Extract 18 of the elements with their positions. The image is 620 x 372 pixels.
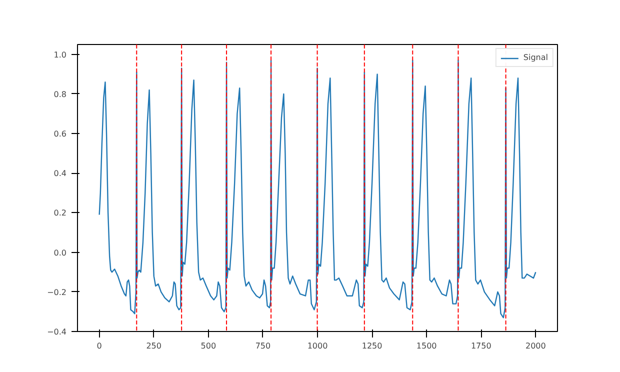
x-tick-label: 1750	[470, 342, 492, 350]
y-tick-label: 0.2	[54, 208, 67, 218]
y-tick-label: −0.4	[47, 328, 67, 336]
y-tick-label: 1.0	[54, 50, 67, 60]
y-tick-label: 0.6	[54, 130, 67, 139]
x-tick-label: 250	[146, 342, 162, 350]
x-tick-label: 500	[200, 342, 216, 350]
y-tick-label: 0.8	[54, 90, 67, 99]
y-tick-label: 0.0	[54, 248, 67, 258]
x-tick-label: 1500	[416, 342, 437, 350]
y-tick-label: 0.4	[54, 169, 67, 178]
x-tick-label: 1000	[307, 342, 328, 350]
x-tick-label: 2000	[526, 342, 546, 350]
x-tick-label: 1250	[362, 342, 382, 350]
y-tick-label: −0.2	[47, 288, 67, 297]
x-tick-label: 0	[96, 342, 102, 350]
x-tick-label: 750	[255, 342, 271, 350]
legend-label: Signal	[523, 53, 548, 62]
